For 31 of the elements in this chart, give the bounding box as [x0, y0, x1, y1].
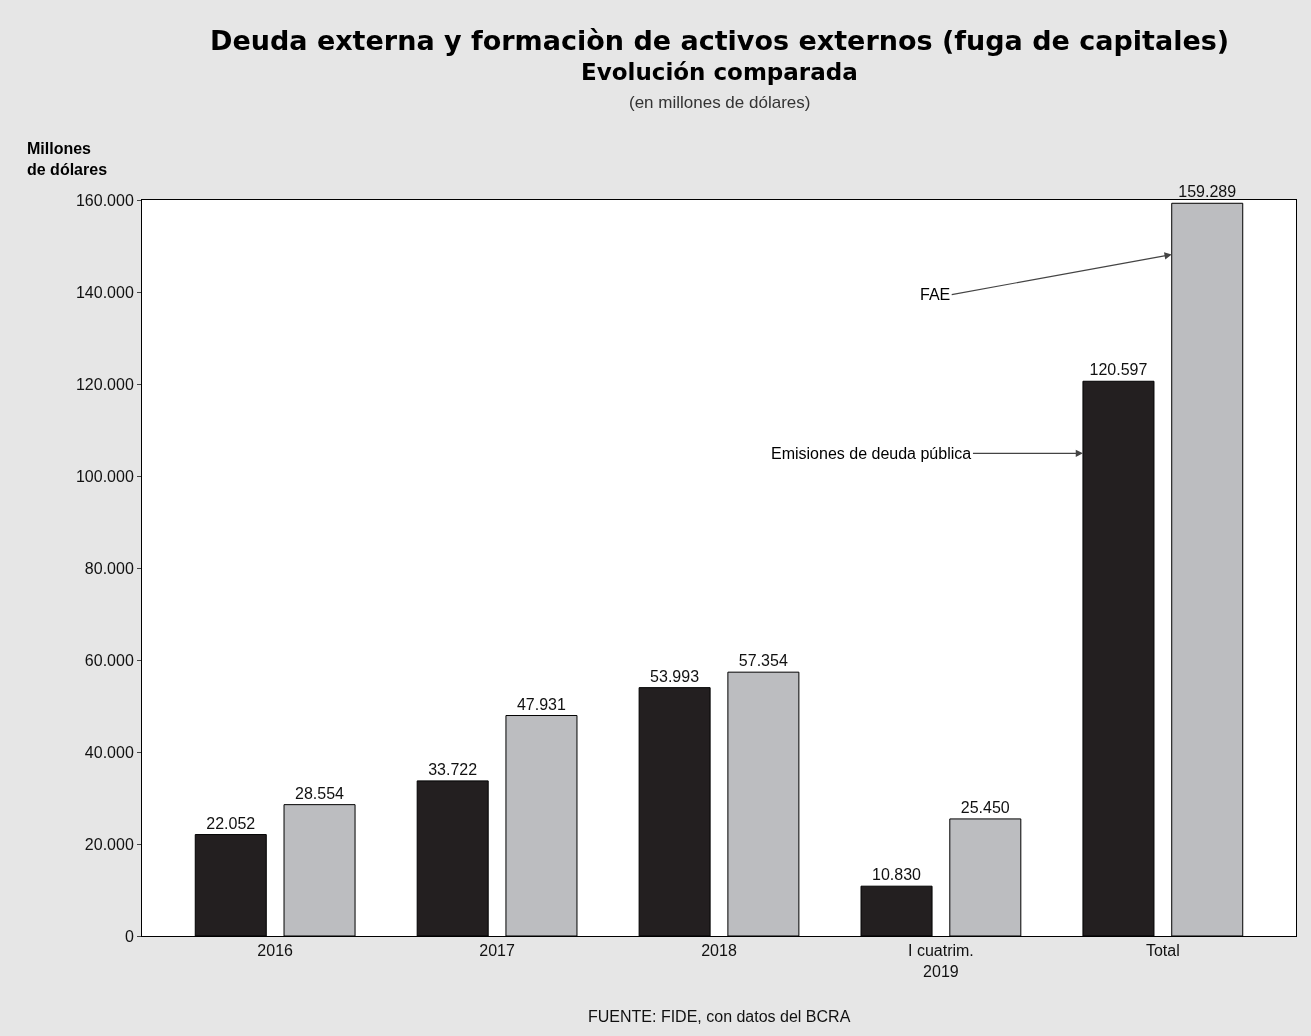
- chart-subtitle: Evolución comparada: [581, 59, 858, 85]
- text: Emisiones de deuda pública: [771, 445, 972, 462]
- data-label: 47.931: [516, 695, 566, 713]
- y-tick-label: 100.000: [75, 467, 134, 485]
- data-label: 28.554: [295, 784, 345, 802]
- y-tick-label: 60.000: [84, 651, 134, 669]
- x-tick-label: 2016: [257, 942, 294, 960]
- y-tick-label: 120.000: [75, 375, 134, 393]
- y-tick-label: 80.000: [84, 559, 134, 577]
- y-tick-label: 0: [124, 927, 134, 945]
- chart-title: Deuda externa y formaciòn de activos externos (fuga de capitales): [210, 25, 1230, 56]
- data-label: 22.052: [206, 814, 256, 832]
- y-axis-title: Millones de dólares: [27, 140, 108, 178]
- data-label: 159.289: [1178, 183, 1237, 201]
- x-tick-label: Total: [1145, 942, 1180, 960]
- data-label: 10.830: [872, 866, 922, 884]
- x-tick-label: 2017: [479, 942, 515, 960]
- data-label: 33.722: [428, 760, 478, 778]
- x-tick-label: 2018: [701, 942, 737, 960]
- y-tick-label: 160.000: [75, 191, 134, 209]
- source-note: FUENTE: FIDE, con datos del BCRA: [588, 1008, 851, 1025]
- text: (en millones de dólares): [629, 93, 811, 112]
- data-label: 57.354: [738, 652, 788, 670]
- text: FAE: [920, 286, 951, 303]
- data-label: 120.597: [1089, 361, 1148, 379]
- y-tick-label: 20.000: [84, 835, 134, 853]
- x-tick-label: I cuatrim. 2019: [908, 942, 974, 980]
- y-tick-label: 140.000: [75, 283, 134, 301]
- data-label: 25.450: [960, 798, 1010, 816]
- data-label: 53.993: [650, 667, 700, 685]
- y-tick-label: 40.000: [84, 743, 134, 761]
